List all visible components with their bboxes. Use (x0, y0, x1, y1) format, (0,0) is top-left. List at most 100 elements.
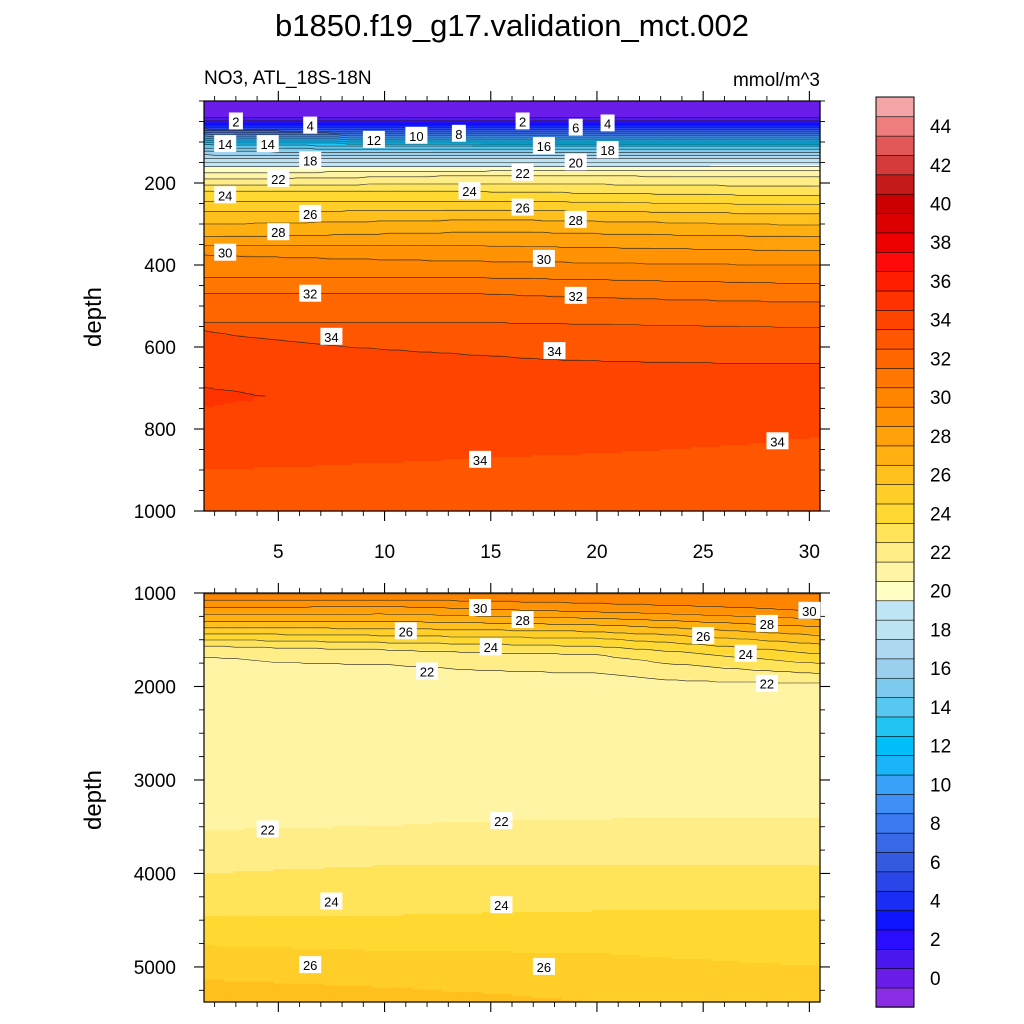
field-cell (442, 123, 453, 126)
field-cell (313, 107, 324, 110)
field-cell (780, 105, 791, 108)
field-cell (223, 109, 235, 112)
field-cell (730, 137, 742, 140)
field-cell (502, 113, 513, 116)
field-cell (303, 109, 314, 112)
field-cell (720, 133, 732, 136)
field-cell (621, 107, 632, 110)
field-cell (452, 115, 463, 118)
field-cell (521, 103, 533, 106)
field-cell (541, 127, 553, 130)
field-cell (273, 111, 285, 114)
field-cell (502, 129, 513, 132)
field-cell (661, 103, 672, 106)
field-cell (233, 107, 245, 110)
field-cell (720, 115, 732, 118)
field-cell (333, 107, 344, 110)
field-cell (730, 111, 742, 114)
field-cell (541, 101, 553, 104)
field-cell (204, 101, 215, 104)
field-cell (760, 117, 771, 120)
field-cell (810, 147, 821, 150)
field-cell (362, 123, 374, 126)
field-cell (492, 131, 503, 134)
field-cell (323, 103, 334, 106)
field-cell (233, 105, 245, 108)
field-cell (561, 125, 573, 128)
field-cell (531, 101, 543, 104)
field-cell (412, 115, 424, 118)
field-cell (551, 131, 563, 134)
field-cell (293, 101, 304, 104)
field-cell (422, 147, 434, 150)
field-cell (422, 131, 434, 134)
field-cell (432, 117, 444, 120)
field-cell (283, 111, 295, 114)
field-cell (353, 129, 364, 132)
field-cell (353, 123, 364, 126)
field-cell (810, 127, 821, 130)
field-cell (720, 101, 732, 104)
field-cell (353, 113, 364, 116)
field-cell (611, 107, 622, 110)
field-cell (601, 135, 612, 138)
field-cell (740, 139, 752, 142)
field-cell (392, 115, 404, 118)
field-cell (502, 133, 513, 136)
field-cell (432, 127, 444, 130)
field-cell (462, 123, 473, 126)
field-cell (740, 137, 752, 140)
field-cell (561, 139, 573, 142)
field-cell (432, 123, 444, 126)
field-cell (492, 111, 503, 114)
field-cell (502, 137, 513, 140)
field-cell (382, 147, 394, 150)
field-cell (343, 101, 354, 104)
field-cell (770, 123, 781, 126)
field-cell (700, 137, 712, 140)
field-cell (770, 125, 781, 128)
field-cell (641, 131, 652, 134)
field-cell (412, 113, 424, 116)
field-cell (531, 123, 543, 126)
field-cell (333, 111, 344, 114)
field-cell (343, 129, 354, 132)
field-cell (273, 107, 285, 110)
field-cell (760, 103, 771, 106)
field-cell (372, 147, 384, 150)
field-cell (313, 109, 324, 112)
field-cell (442, 101, 453, 104)
field-cell (680, 105, 692, 108)
field-cell (402, 109, 414, 112)
field-cell (273, 145, 285, 148)
field-cell (372, 111, 384, 114)
field-cell (581, 101, 593, 104)
field-cell (581, 147, 593, 150)
field-cell (670, 113, 682, 116)
field-cell (482, 137, 493, 140)
field-cell (760, 111, 771, 114)
field-cell (760, 109, 771, 112)
field-cell (661, 133, 672, 136)
field-cell (253, 123, 265, 126)
field-cell (263, 127, 275, 130)
field-cell (740, 131, 752, 134)
field-cell (581, 121, 593, 124)
field-cell (810, 133, 821, 136)
field-cell (641, 121, 652, 124)
field-cell (213, 121, 225, 124)
field-cell (333, 137, 344, 140)
field-cell (492, 135, 503, 138)
field-cell (253, 129, 265, 132)
field-cell (521, 139, 533, 142)
field-cell (770, 111, 781, 114)
field-cell (382, 101, 394, 104)
field-cell (243, 115, 255, 118)
field-cell (223, 107, 235, 110)
field-cell (502, 105, 513, 108)
field-cell (750, 101, 761, 104)
field-cell (333, 149, 344, 152)
field-cell (422, 129, 434, 132)
field-cell (760, 127, 771, 130)
field-cell (323, 141, 334, 144)
